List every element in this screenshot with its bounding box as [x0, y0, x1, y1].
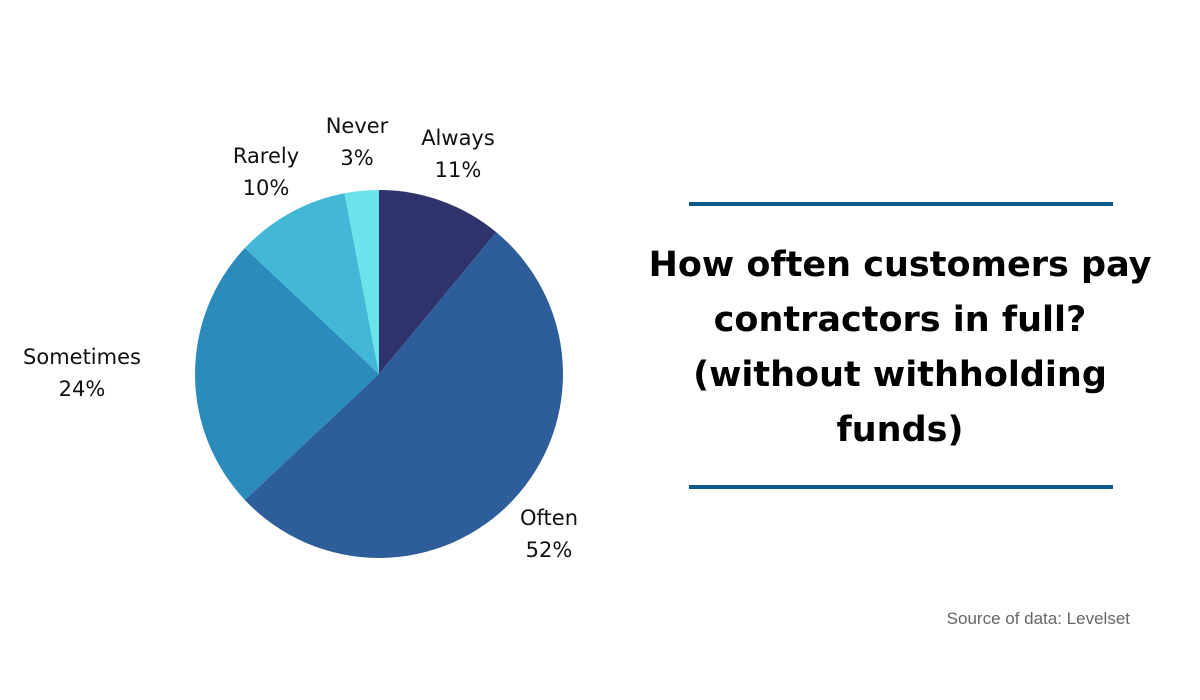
title-bottom-rule [689, 485, 1113, 489]
chart-title: How often customers pay contractors in f… [648, 245, 1152, 450]
pie-slice-often [244, 232, 564, 558]
pie-slice-sometimes [194, 248, 379, 500]
slice-label-sometimes: Sometimes 24% [23, 345, 141, 401]
slice-label-often: Often 52% [520, 506, 578, 562]
pie-slices [194, 190, 564, 558]
pie-slice-rarely [244, 193, 379, 374]
slice-label-always: Always 11% [421, 126, 495, 182]
pie-slice-never [344, 190, 379, 374]
slice-label-rarely: Rarely 10% [233, 144, 299, 200]
slice-label-never: Never 3% [326, 114, 389, 170]
title-top-rule [689, 202, 1113, 206]
pie-labels: Always 11% Often 52% Sometimes 24% Rarely 10% Ne… [23, 114, 578, 562]
source-note: Source of data: Levelset [946, 609, 1130, 628]
pie-slice-always [379, 190, 497, 374]
